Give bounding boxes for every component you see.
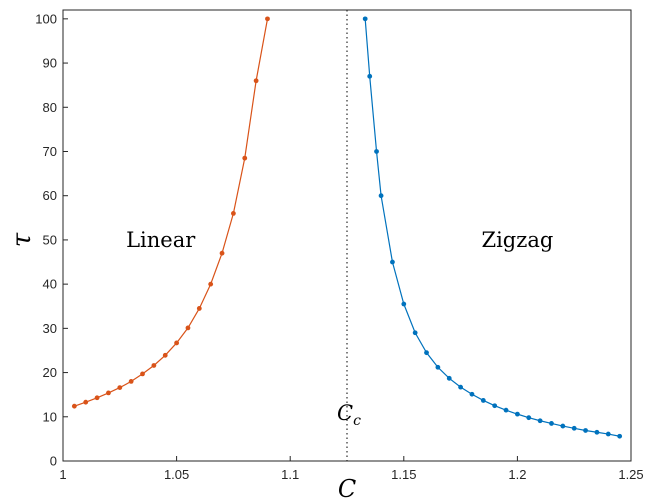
y-tick-label: 80 (43, 100, 57, 115)
series-0-point (174, 340, 180, 346)
series-1-point (526, 415, 532, 421)
series-layer (71, 16, 623, 439)
series-0-point (162, 352, 168, 358)
y-tick-label: 0 (50, 454, 57, 469)
x-tick-label: 1.15 (391, 467, 416, 482)
critical-point-label: Cc (337, 401, 361, 429)
series-0-point (106, 390, 111, 396)
y-tick-label: 60 (43, 188, 57, 203)
series-1-point (435, 364, 441, 370)
series-1-point (458, 384, 463, 390)
series-1-point (367, 73, 373, 79)
y-tick-label: 50 (43, 232, 57, 247)
series-0-point (208, 281, 214, 287)
x-tick-label: 1.2 (508, 467, 526, 482)
y-tick-label: 40 (43, 277, 57, 292)
series-1-point (424, 350, 429, 356)
x-tick-label: 1.1 (281, 467, 299, 482)
series-1-point (515, 411, 520, 417)
series-0-point (140, 371, 145, 377)
series-1-point (594, 429, 600, 435)
series-1-point (605, 431, 611, 437)
series-1-point (549, 421, 554, 426)
series-0-point (185, 325, 191, 331)
critical-label-base: C (337, 401, 353, 425)
y-tick-label: 70 (43, 144, 57, 159)
x-tick-label: 1 (59, 467, 66, 482)
y-axis-label: τ (7, 232, 37, 247)
y-tick-label: 10 (43, 409, 57, 424)
series-1-point (378, 193, 384, 199)
series-0-point (242, 155, 248, 161)
series-1-point (537, 418, 543, 424)
zigzag-region-label: Zigzag (482, 228, 554, 252)
series-0-point (151, 363, 157, 368)
series-1-point (412, 330, 418, 336)
plot-frame (62, 9, 632, 462)
series-0-point (128, 379, 134, 384)
series-1-point (480, 398, 486, 403)
series-1-point (469, 391, 475, 397)
series-0-point (253, 78, 259, 84)
y-tick-label: 90 (43, 56, 57, 71)
y-tick-label: 20 (43, 365, 57, 380)
series-1-point (560, 423, 566, 429)
y-tick-label: 100 (35, 11, 57, 26)
series-1-point (401, 301, 407, 307)
critical-label-sub: c (353, 413, 361, 429)
series-0-point (83, 399, 89, 405)
series-0-point (219, 250, 225, 256)
y-tick-label: 30 (43, 321, 57, 336)
series-1-point (362, 16, 368, 22)
series-1-point (617, 433, 623, 439)
series-0-point (196, 306, 202, 311)
series-0-point (117, 385, 123, 390)
series-1-point (583, 428, 588, 433)
series-0-point (94, 395, 100, 401)
series-0-point (71, 403, 77, 409)
linear-region-label: Linear (126, 228, 196, 252)
series-0-point (231, 210, 236, 216)
series-0-point (265, 16, 270, 22)
series-1-point (571, 425, 577, 431)
series-1-point (390, 259, 395, 265)
series-1-point (492, 403, 498, 409)
ticks-layer: 1 1.05 1.1 1.15 1.2 1.25 0 10 20 30 40 50 60 70 80 90 10… (35, 11, 643, 482)
series-1-point (446, 375, 452, 381)
series-1-point (374, 149, 379, 154)
x-tick-label: 1.25 (618, 467, 643, 482)
x-axis-label: C (338, 475, 356, 500)
x-tick-label: 1.05 (164, 467, 189, 482)
series-1-point (503, 407, 509, 413)
